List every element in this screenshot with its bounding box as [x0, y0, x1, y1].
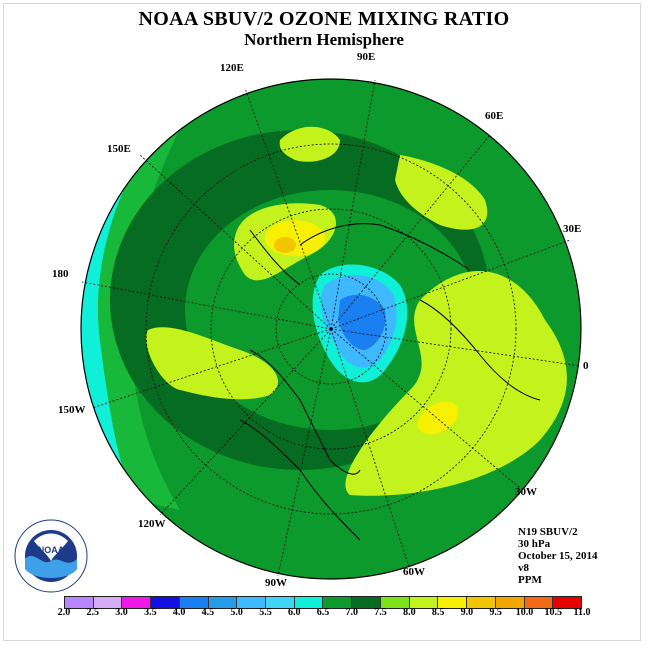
color-scale-segment — [467, 597, 496, 608]
field-gy-ne — [395, 155, 488, 230]
color-scale-segment — [208, 597, 238, 608]
field-outer-green — [98, 92, 200, 510]
field-yellow-nw — [265, 220, 325, 256]
color-scale-tick-label: 11.0 — [573, 607, 591, 618]
color-scale-ticks: 2.0 2.5 3.0 3.5 4.0 4.5 5.0 5.5 6.0 6.5 7.0 7.5 8.0 8… — [0, 607, 648, 623]
color-scale-segment — [151, 597, 180, 608]
color-scale-segment — [323, 597, 353, 608]
color-scale-tick-label: 8.5 — [431, 607, 445, 618]
info-version: v8 — [518, 562, 529, 574]
info-level: 30 hPa — [518, 538, 551, 550]
color-scale-tick-label: 3.5 — [144, 607, 157, 618]
info-block: N19 SBUV/2 30 hPa October 15, 2014 v8 PP… — [518, 526, 598, 586]
color-scale-tick-label: 2.5 — [86, 607, 100, 618]
color-scale-tick-label: 5.0 — [230, 607, 243, 618]
color-scale-segment — [93, 597, 123, 608]
field-gy-top — [279, 126, 340, 162]
color-scale-tick-label: 6.5 — [316, 607, 330, 618]
color-scale-segment — [524, 597, 554, 608]
field-gy-east — [345, 271, 567, 496]
lon-label-60e: 60E — [485, 110, 504, 122]
map-subtitle: Northern Hemisphere — [244, 30, 404, 49]
lon-label-30e: 30E — [563, 223, 582, 235]
color-scale-tick-label: 4.5 — [201, 607, 215, 618]
color-scale-tick-label: 5.5 — [259, 607, 272, 618]
lon-label-180: 180 — [52, 268, 69, 280]
field-orange-nw — [274, 237, 296, 253]
figure-frame — [3, 3, 641, 641]
color-scale-segment — [122, 597, 152, 608]
color-scale-segment — [553, 597, 581, 608]
color-scale-segment — [438, 597, 468, 608]
lon-label-0: 0 — [583, 360, 589, 372]
color-scale-tick-label: 10.0 — [515, 607, 534, 618]
lon-label-90e: 90E — [357, 51, 376, 63]
color-scale-tick-label: 9.5 — [489, 607, 502, 618]
field-yellow-east — [417, 401, 459, 435]
info-date: October 15, 2014 — [518, 550, 598, 562]
color-scale-segment — [380, 597, 410, 608]
color-scale-tick-label: 2.0 — [57, 607, 71, 618]
color-scale-tick-label: 7.5 — [374, 607, 387, 618]
lon-label-150e: 150E — [107, 143, 131, 155]
color-scale-tick-label: 7.0 — [345, 607, 359, 618]
color-scale-tick-label: 9.0 — [460, 607, 474, 618]
field-polar-blue-dark — [338, 294, 386, 350]
lon-label-60w: 60W — [403, 566, 425, 578]
lon-label-120w: 120W — [138, 518, 166, 530]
logo-text: NOAA — [38, 545, 65, 555]
color-scale-tick-label: 8.0 — [403, 607, 416, 618]
color-scale-segment — [495, 597, 525, 608]
map-boundary — [80, 78, 582, 580]
noaa-logo: NOAA — [14, 519, 88, 593]
color-scale-segment — [65, 597, 94, 608]
field-gy-west — [146, 327, 279, 400]
color-scale-segment — [266, 597, 295, 608]
color-scale-tick-label: 10.5 — [544, 607, 562, 618]
color-scale-segment — [294, 597, 324, 608]
color-scale — [64, 596, 582, 609]
color-scale-tick-label: 6.0 — [287, 607, 301, 618]
info-units: PPM — [518, 574, 542, 586]
lon-label-30w: 30W — [515, 486, 537, 498]
color-scale-segment — [409, 597, 439, 608]
info-satellite: N19 SBUV/2 — [518, 526, 578, 538]
lon-label-150w: 150W — [58, 404, 86, 416]
lon-label-90w: 90W — [265, 577, 287, 589]
color-scale-segment — [237, 597, 267, 608]
color-scale-segment — [352, 597, 381, 608]
lon-label-120e: 120E — [220, 62, 244, 74]
color-scale-tick-label: 3.0 — [115, 607, 128, 618]
color-scale-segment — [179, 597, 209, 608]
coastlines — [239, 223, 541, 541]
color-scale-tick-label: 4.0 — [172, 607, 186, 618]
map-title: NOAA SBUV/2 OZONE MIXING RATIO — [138, 8, 510, 30]
graticule — [81, 79, 581, 577]
